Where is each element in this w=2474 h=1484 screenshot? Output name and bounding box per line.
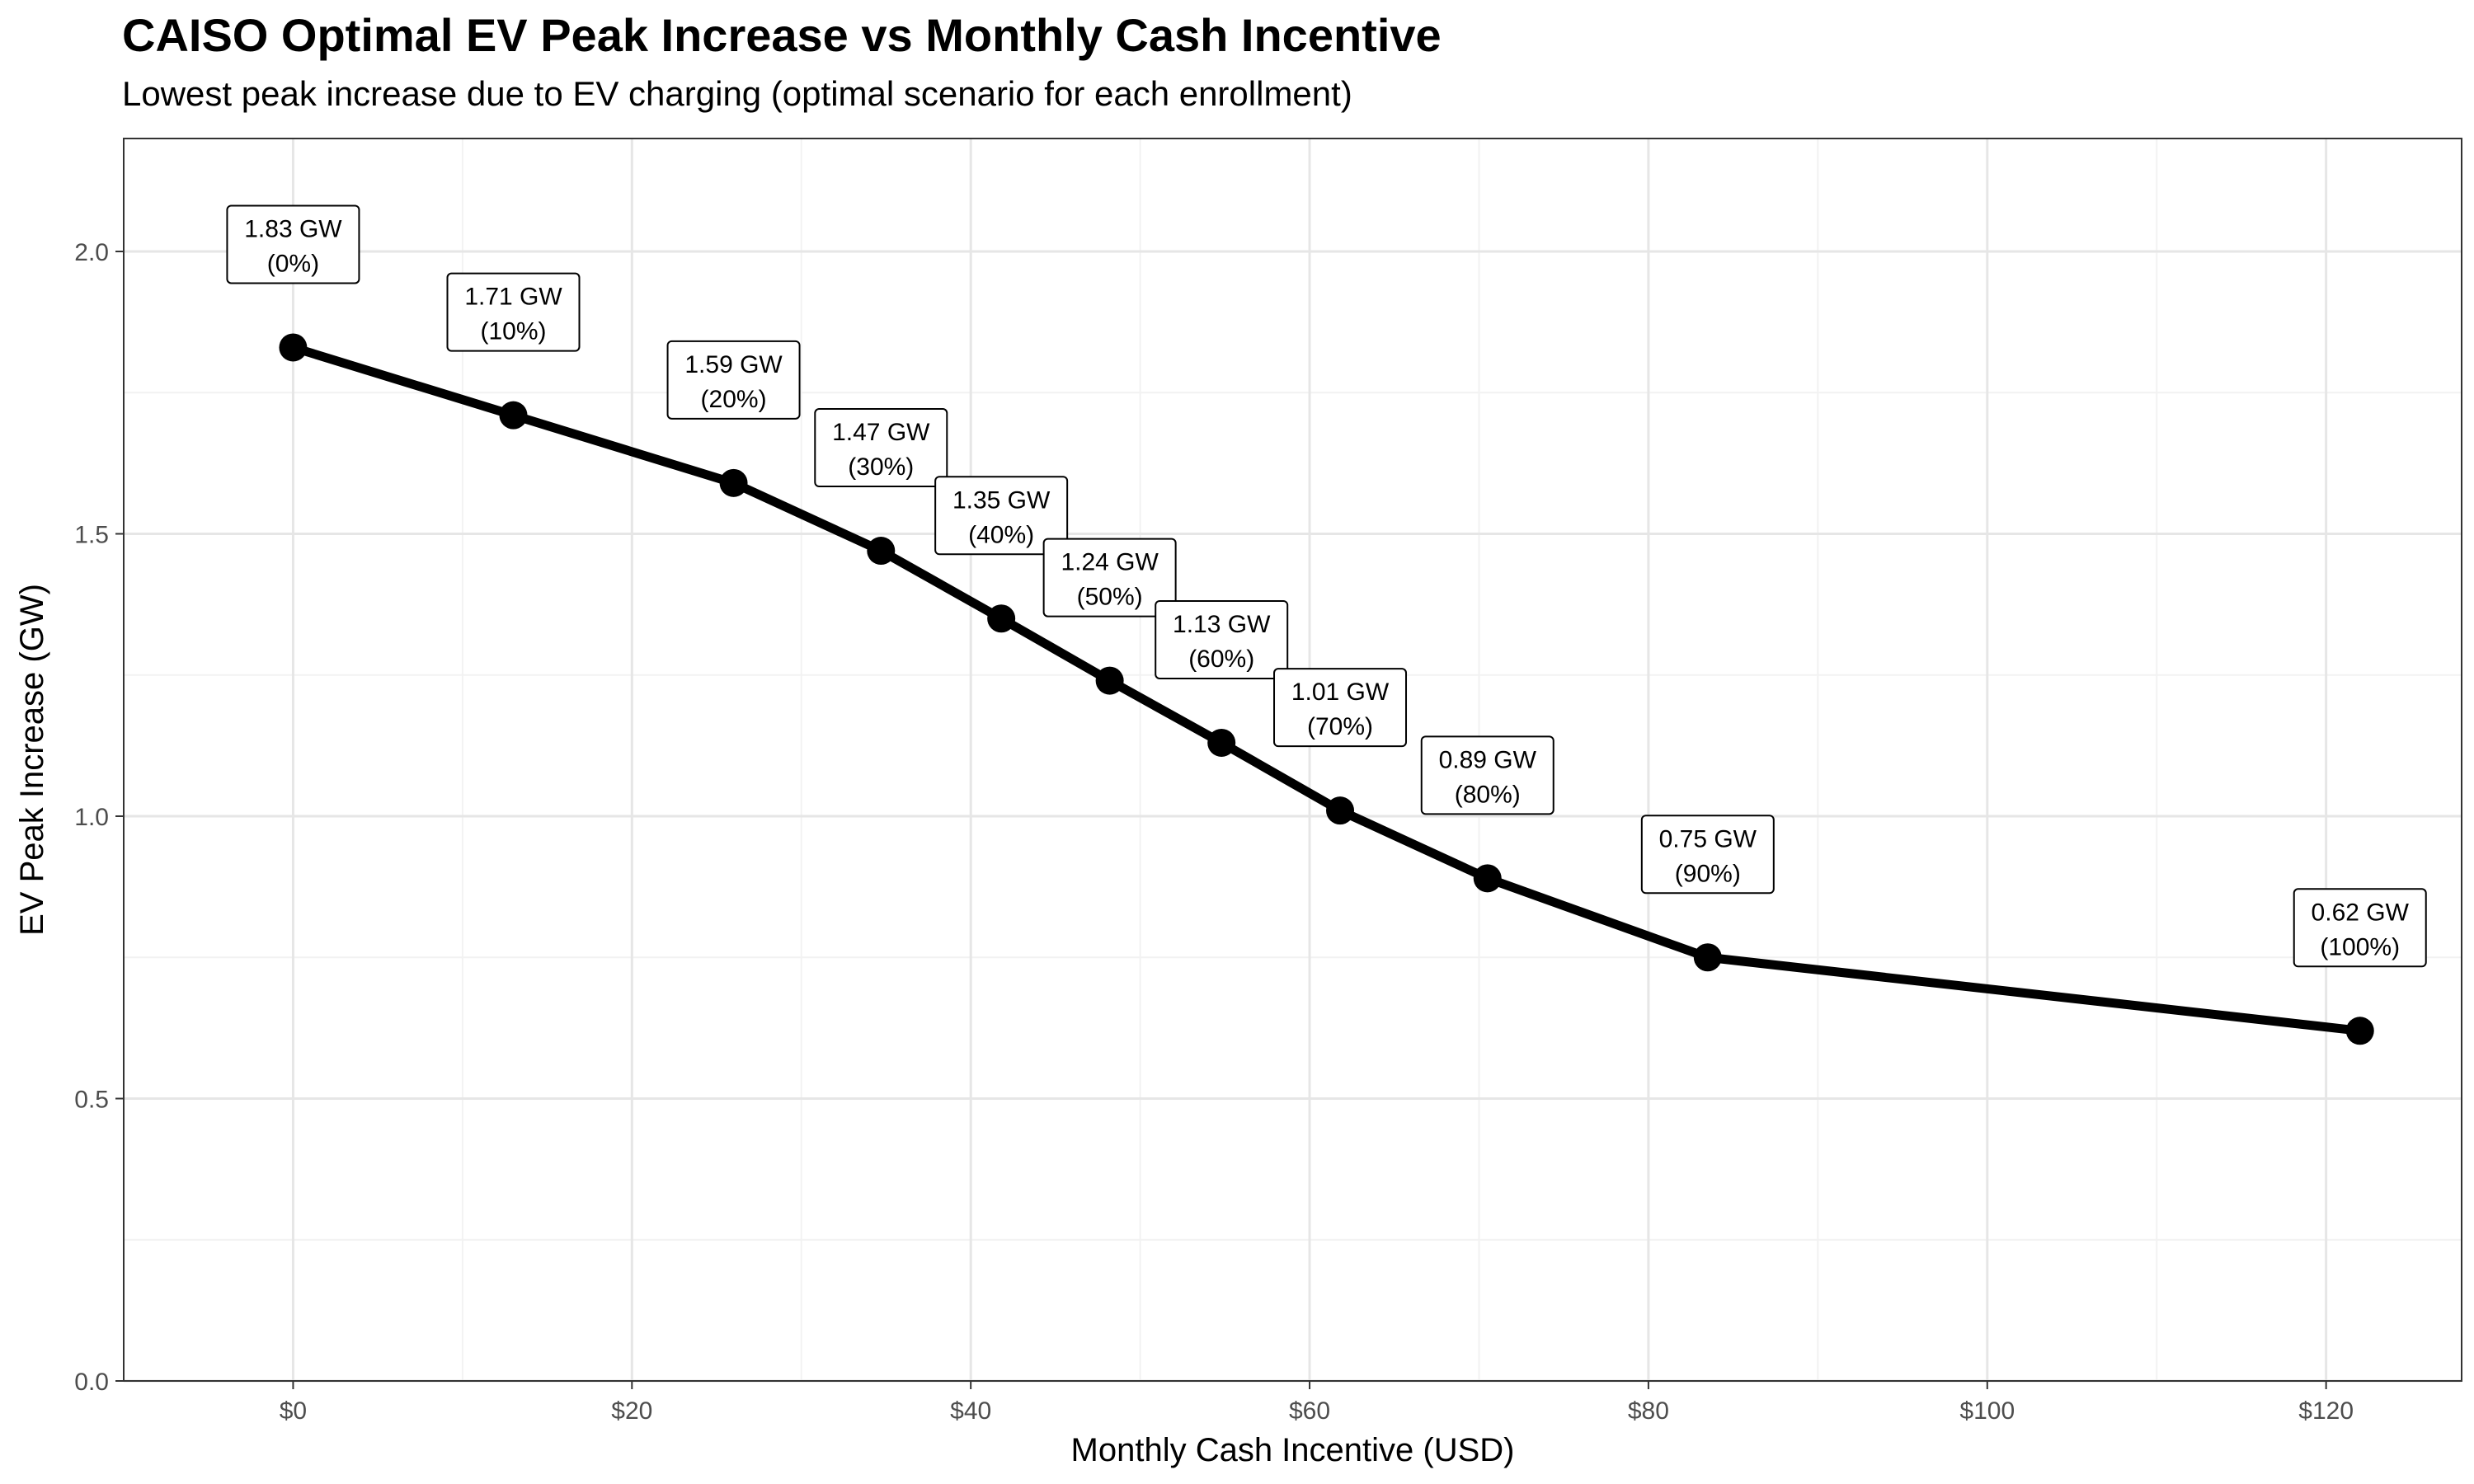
data-label-percent: (30%) (848, 453, 914, 481)
data-label-value: 1.71 GW (464, 284, 562, 311)
x-tick-label: $120 (2298, 1397, 2354, 1425)
data-label-percent: (40%) (968, 521, 1034, 548)
data-point (1095, 666, 1124, 695)
data-label-percent: (50%) (1077, 584, 1143, 611)
data-label-box (666, 340, 801, 420)
data-label-value: 1.59 GW (684, 351, 783, 378)
data-label-percent: (60%) (1188, 646, 1254, 673)
chart-subtitle: Lowest peak increase due to EV charging … (122, 74, 1352, 113)
data-point (867, 537, 896, 566)
y-tick-label: 1.5 (74, 522, 109, 549)
data-point (1693, 943, 1722, 972)
x-tick-label: $0 (280, 1397, 307, 1425)
x-tick-label: $20 (611, 1397, 652, 1425)
data-label-box (1155, 599, 1289, 679)
data-point (719, 468, 748, 497)
x-tick-label: $80 (1628, 1397, 1669, 1425)
x-tick-label: $100 (1959, 1397, 2015, 1425)
x-axis-title: Monthly Cash Incentive (USD) (1071, 1432, 1515, 1468)
data-point (499, 401, 528, 430)
data-label-box (1273, 668, 1408, 748)
data-label-percent: (90%) (1675, 860, 1741, 887)
data-point (279, 333, 308, 362)
data-label-value: 0.62 GW (2312, 899, 2410, 926)
data-label-value: 1.01 GW (1291, 679, 1390, 706)
axes: $0 $20 $40 $60 $80 $100 $120 0.0 0.5 1.0 1.5 2.0 (74, 239, 2354, 1425)
data-label-box (2293, 888, 2427, 968)
y-tick-label: 2.0 (74, 239, 109, 266)
y-axis-title: EV Peak Increase (GW) (14, 584, 50, 936)
data-label-box (1042, 538, 1177, 618)
data-label-percent: (0%) (267, 250, 319, 277)
data-label-percent: (10%) (480, 318, 546, 345)
data-point (987, 604, 1016, 633)
data-label-percent: (100%) (2320, 933, 2400, 960)
x-tick-label: $40 (950, 1397, 991, 1425)
data-label-value: 0.75 GW (1659, 825, 1757, 852)
x-tick-label: $60 (1289, 1397, 1330, 1425)
data-label-box (1640, 815, 1775, 895)
y-tick-label: 0.5 (74, 1087, 109, 1114)
data-point (1207, 728, 1236, 757)
data-label-value: 1.83 GW (244, 215, 342, 242)
data-labels: 1.83 GW (0%) 1.71 GW (10%) 1.59 GW (20%) 1.47 … (226, 204, 2427, 968)
data-label-percent: (80%) (1455, 781, 1521, 808)
data-label-box (814, 408, 948, 488)
data-label-box (446, 272, 581, 352)
data-label-value: 1.13 GW (1173, 611, 1271, 638)
data-label-value: 1.47 GW (832, 419, 930, 446)
chart-title: CAISO Optimal EV Peak Increase vs Monthl… (122, 9, 1442, 61)
data-label-box (1420, 735, 1554, 815)
data-label-value: 1.35 GW (952, 486, 1051, 514)
y-tick-label: 0.0 (74, 1369, 109, 1396)
data-label-percent: (70%) (1307, 713, 1373, 740)
data-point (1326, 796, 1355, 825)
data-point (1473, 864, 1502, 893)
data-label-value: 1.24 GW (1061, 549, 1159, 576)
data-label-percent: (20%) (701, 386, 767, 413)
data-label-value: 0.89 GW (1439, 746, 1537, 773)
y-tick-label: 1.0 (74, 804, 109, 831)
data-label-box (934, 476, 1069, 556)
data-label-box (226, 204, 360, 284)
data-series (279, 333, 2374, 1045)
plot-panel-border (123, 138, 2462, 1382)
data-point (2345, 1017, 2374, 1045)
